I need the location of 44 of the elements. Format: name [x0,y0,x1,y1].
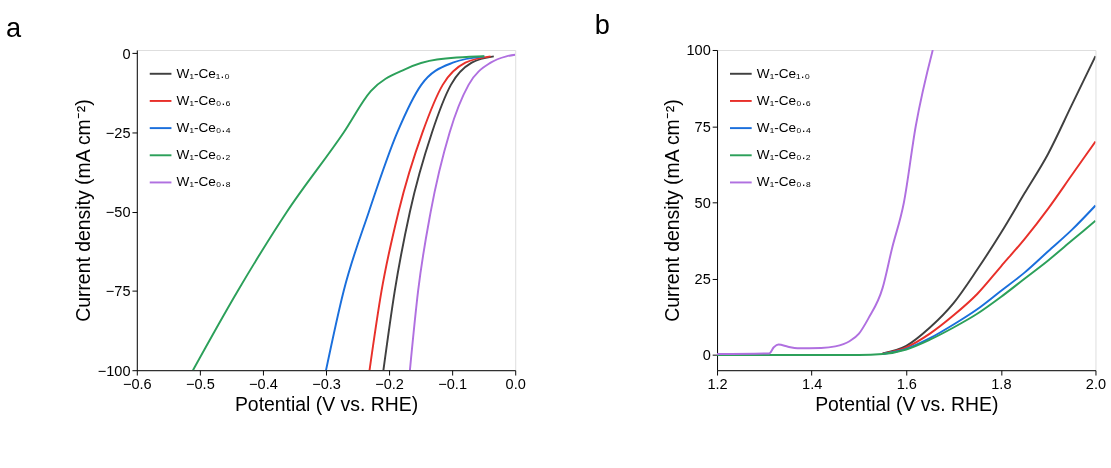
x-tick-label: −0.1 [438,376,468,393]
y-tick-label: 100 [686,42,711,59]
legend-label: W₁-Ce₀.₄ [176,119,232,135]
y-tick-label: −25 [105,124,131,141]
x-tick-label: −0.2 [375,376,404,393]
legend-label: W₁-Ce₁.₀ [176,65,230,81]
line-series [881,140,1096,355]
legend-label: W₁-Ce₀.₂ [176,147,231,163]
y-tick-label: −100 [97,362,131,379]
legend-label: W₁-Ce₀.₈ [756,174,812,190]
y-tick-label: 0 [122,45,131,62]
y-tick-label: −75 [105,283,131,300]
line-series [325,55,486,371]
y-tick-label: 25 [694,271,711,288]
y-tick-label: 50 [694,194,711,211]
x-tick-label: −0.5 [186,376,215,393]
x-tick-label: −0.3 [312,376,341,393]
x-tick-label: −0.6 [122,376,152,393]
y-tick-label: 75 [694,118,711,135]
x-tick-label: 1.6 [896,376,917,393]
x-tick-label: −0.4 [249,376,278,393]
legend-label: W₁-Ce₀.₆ [756,92,812,108]
x-axis-title: Potential (V vs. RHE) [815,393,999,416]
legend-label: W₁-Ce₀.₈ [176,174,231,190]
x-tick-label: 0.0 [505,376,526,393]
y-axis-title: Current density (mA cm⁻²) [71,99,94,322]
x-tick-label: 1.8 [991,376,1012,393]
legend-label: W₁-Ce₀.₄ [756,119,812,135]
legend-label: W₁-Ce₁.₀ [756,65,811,81]
legend-label: W₁-Ce₀.₆ [176,92,231,108]
x-tick-label: 1.2 [707,376,728,393]
chart-title: a [6,11,23,43]
y-tick-label: 0 [702,347,711,364]
line-series [717,219,1096,356]
line-series [881,55,1096,355]
x-tick-label: 1.4 [802,376,823,393]
line-series [408,53,516,371]
y-tick-label: −50 [105,204,131,221]
x-tick-label: 2.0 [1085,376,1107,393]
legend-label: W₁-Ce₀.₂ [756,147,811,163]
chart-title: b [594,8,610,40]
x-axis-title: Potential (V vs. RHE) [234,393,419,416]
line-series [717,50,934,356]
y-axis-title: Current density (mA cm⁻²) [660,99,683,322]
